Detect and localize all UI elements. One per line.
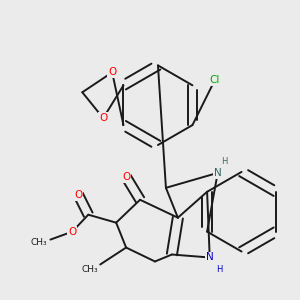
Text: O: O <box>74 190 82 200</box>
Text: O: O <box>99 113 107 123</box>
Text: Cl: Cl <box>209 75 220 85</box>
Text: O: O <box>108 68 116 77</box>
Text: CH₃: CH₃ <box>30 238 47 247</box>
Text: N: N <box>206 253 214 262</box>
Text: O: O <box>68 226 76 237</box>
Text: O: O <box>122 172 130 182</box>
Text: CH₃: CH₃ <box>82 265 99 274</box>
Text: N: N <box>214 168 222 178</box>
Text: H: H <box>221 158 228 166</box>
Text: H: H <box>217 265 223 274</box>
